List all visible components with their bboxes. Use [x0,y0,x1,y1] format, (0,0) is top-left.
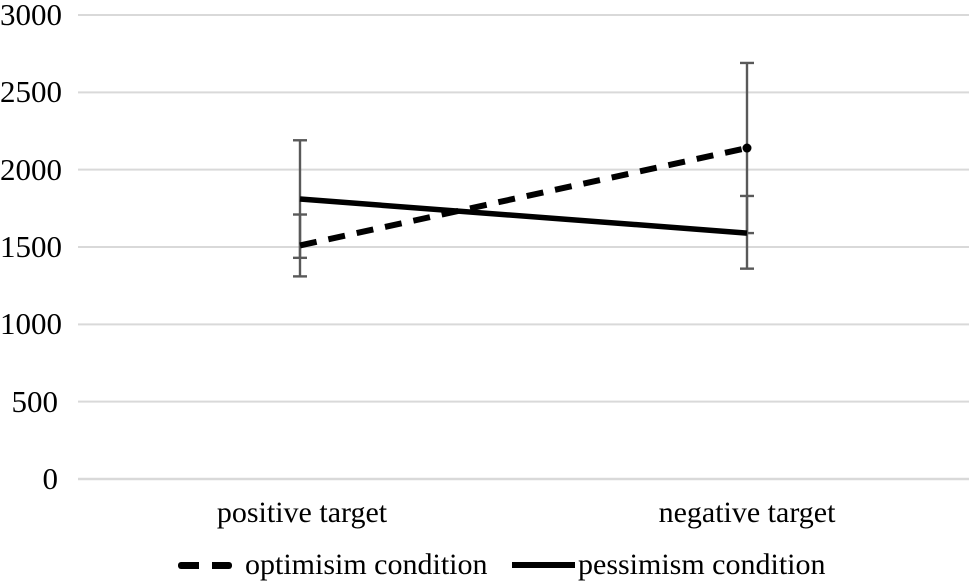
legend-solid-line-icon [512,562,575,568]
x-tick-label-negative-target: negative target [658,496,836,529]
y-tick-label: 2500 [0,74,62,110]
legend-item-optimism: optimisim condition [178,547,488,582]
y-tick-label: 3000 [0,0,62,32]
series-line-0 [299,145,748,249]
x-tick-label-positive-target: positive target [216,496,388,529]
legend-label-optimism: optimisim condition [245,548,488,581]
y-tick-label: 1000 [0,306,62,342]
series-line-1 [299,196,748,236]
series-end-point-marker [742,143,752,153]
legend-dashed-line-icon [178,561,232,569]
y-tick-label: 1500 [0,229,62,264]
legend-item-pessimism: pessimism condition [512,547,826,582]
legend-label-pessimism: pessimism condition [578,548,826,581]
y-tick-label: 500 [11,383,59,419]
y-tick-label: 0 [42,461,59,496]
y-tick-label: 2000 [0,151,62,187]
